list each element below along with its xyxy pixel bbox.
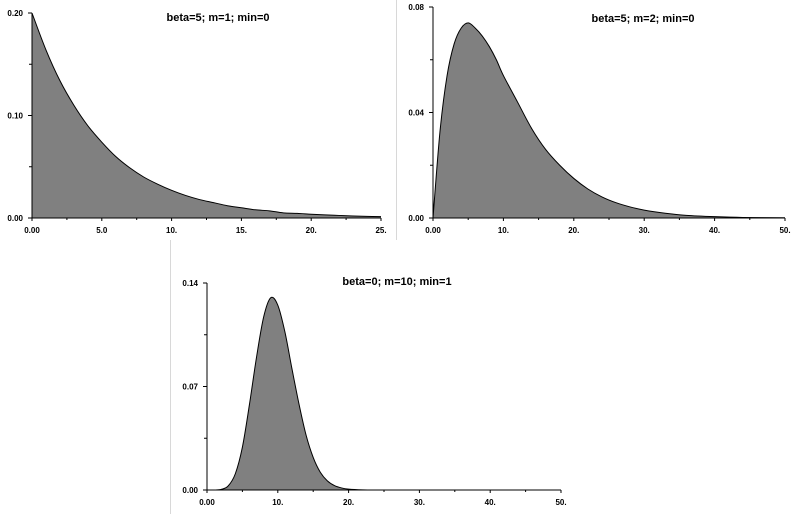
y-tick-label: 0.08	[408, 3, 424, 12]
y-tick-label: 0.07	[182, 383, 198, 392]
y-tick-label: 0.04	[408, 109, 424, 118]
density-curve	[432, 22, 786, 219]
x-tick-label: 10.	[166, 226, 177, 235]
density-area	[32, 13, 381, 218]
x-tick-label: 40.	[485, 498, 496, 507]
x-tick-label: 15.	[236, 226, 247, 235]
chart-beta5-m1: 0.00 5.0 10. 15. 20. 25. 0.00 0.10 0.20 beta=5; m…	[7, 9, 386, 235]
x-tick-label: 40.	[709, 226, 720, 235]
x-tick-label: 0.00	[199, 498, 215, 507]
chart-beta0-m10: 0.00 10. 20. 30. 40. 50. 0.00 0.07 0.14 beta=0; m…	[182, 276, 566, 507]
y-tick-label: 0.00	[182, 486, 198, 495]
lower-left-divider	[170, 240, 171, 514]
x-tick-label: 5.0	[96, 226, 108, 235]
chart-title: beta=5; m=2; min=0	[591, 13, 694, 25]
chart-beta5-m2: 0.00 10. 20. 30. 40. 50. 0.00 0.04 0.08 beta=5; m…	[408, 3, 790, 235]
x-tick-label: 25.	[375, 226, 386, 235]
chart-title: beta=0; m=10; min=1	[342, 276, 451, 288]
y-tick-label: 0.00	[408, 214, 424, 223]
chart-title: beta=5; m=1; min=0	[166, 12, 269, 24]
density-area	[207, 297, 561, 490]
chart-panel-1: 0.00 5.0 10. 15. 20. 25. 0.00 0.10 0.20 beta=5; m…	[0, 0, 396, 240]
x-tick-label: 30.	[639, 226, 650, 235]
y-tick-label: 0.00	[7, 214, 23, 223]
x-tick-label: 0.00	[24, 226, 40, 235]
x-tick-label: 20.	[343, 498, 354, 507]
x-tick-label: 50.	[779, 226, 790, 235]
x-tick-label: 20.	[568, 226, 579, 235]
x-tick-label: 0.00	[425, 226, 441, 235]
x-tick-label: 20.	[306, 226, 317, 235]
chart-panel-2: 0.00 10. 20. 30. 40. 50. 0.00 0.04 0.08 beta=5; m…	[397, 0, 800, 240]
x-tick-label: 50.	[555, 498, 566, 507]
x-tick-label: 10.	[272, 498, 283, 507]
y-tick-label: 0.10	[7, 112, 23, 121]
x-tick-label: 10.	[498, 226, 509, 235]
chart-panel-3: 0.00 10. 20. 30. 40. 50. 0.00 0.07 0.14 beta=0; m…	[171, 240, 591, 514]
density-area	[433, 22, 785, 219]
vertical-divider	[396, 0, 397, 240]
density-curve	[31, 12, 382, 218]
y-tick-label: 0.14	[182, 279, 198, 288]
y-tick-label: 0.20	[7, 9, 23, 18]
x-tick-label: 30.	[414, 498, 425, 507]
